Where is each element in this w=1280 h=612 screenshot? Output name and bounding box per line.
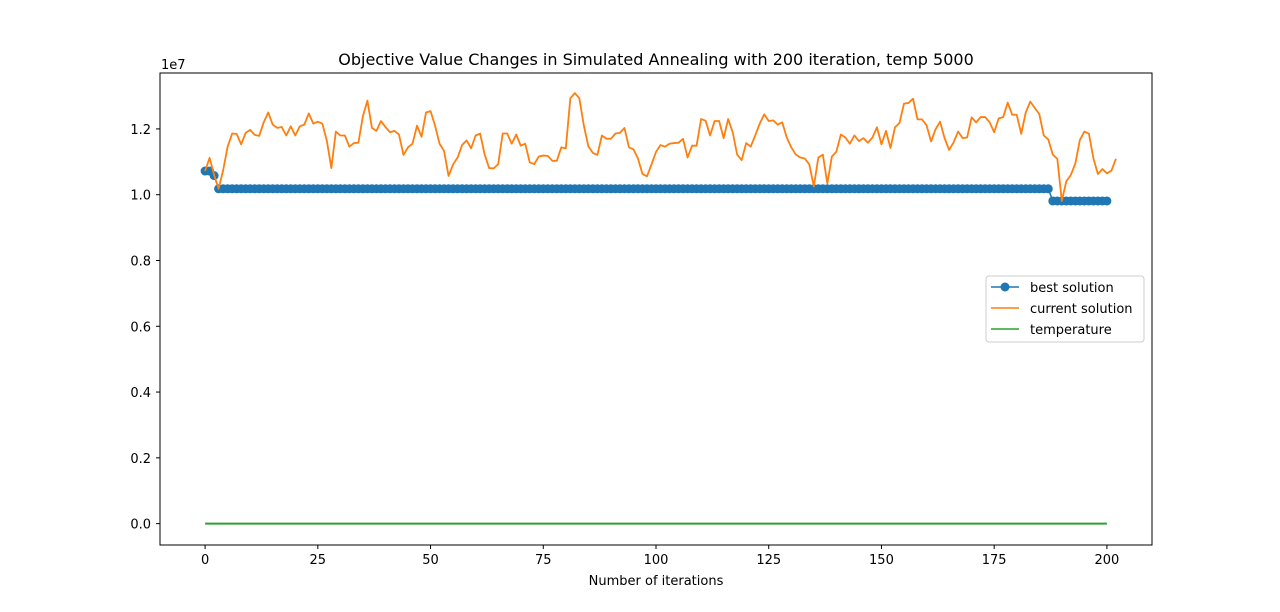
x-tick-label: 100: [644, 553, 669, 568]
chart-title: Objective Value Changes in Simulated Ann…: [338, 50, 974, 69]
legend-label-best-solution: best solution: [1030, 281, 1114, 296]
y-tick-label: 0.0: [130, 518, 151, 533]
x-tick-label: 75: [535, 553, 552, 568]
x-tick-label: 175: [982, 553, 1007, 568]
y-tick-label: 1.0: [130, 189, 151, 204]
x-axis-ticks: 0 25 50 75 100 125 150 175 200: [201, 545, 1119, 568]
legend-box: [985, 275, 1145, 343]
x-tick-label: 25: [310, 553, 327, 568]
x-tick-label: 50: [422, 553, 439, 568]
y-axis-offset-label: 1e7: [161, 58, 186, 73]
legend: best solution current solution temperatu…: [985, 275, 1145, 343]
plot-area: [159, 72, 1153, 546]
x-axis-label: Number of iterations: [589, 574, 724, 589]
legend-label-current-solution: current solution: [1030, 302, 1133, 317]
y-tick-label: 0.6: [130, 320, 151, 335]
series-line-current-solution: [204, 92, 1117, 202]
y-tick-label: 1.2: [130, 123, 151, 138]
series-layer: [200, 92, 1117, 525]
y-tick-label: 0.2: [130, 452, 151, 467]
x-tick-label: 125: [756, 553, 781, 568]
x-tick-label: 0: [201, 553, 209, 568]
x-tick-label: 200: [1094, 553, 1119, 568]
y-tick-label: 0.4: [130, 386, 151, 401]
legend-item-temperature: temperature: [991, 323, 1112, 338]
best-solution-point: [1102, 196, 1112, 206]
x-tick-label: 150: [869, 553, 894, 568]
legend-item-best-solution: best solution: [991, 281, 1114, 296]
best-solution-point: [1043, 184, 1053, 194]
y-tick-label: 0.8: [130, 254, 151, 269]
y-axis-ticks: 0.0 0.2 0.4 0.6 0.8 1.0 1.2: [130, 123, 160, 533]
legend-marker-best-solution: [1000, 282, 1010, 292]
legend-item-current-solution: current solution: [991, 302, 1133, 317]
legend-label-temperature: temperature: [1030, 323, 1112, 338]
